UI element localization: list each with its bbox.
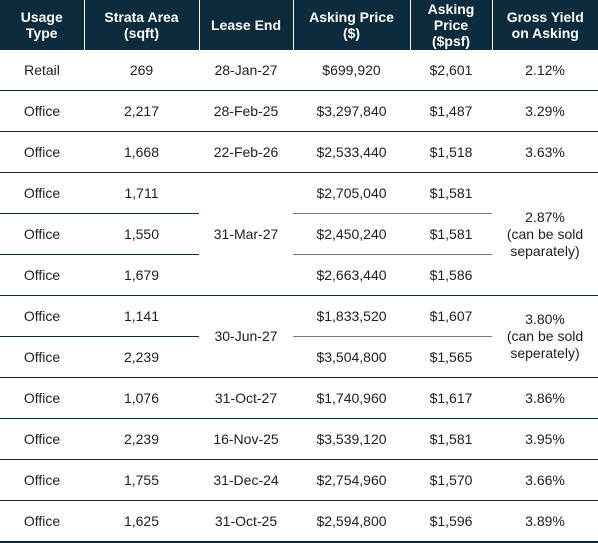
lease-end-cell: 31-Oct-27 [199, 377, 293, 419]
strata-area-cell: 1,668 [84, 131, 199, 173]
asking-psf-cell: $1,607 [410, 295, 492, 337]
lease-end-cell: 22-Feb-26 [199, 131, 293, 173]
header-asking-price-psf: Asking Price ($psf) [410, 0, 493, 50]
asking-psf-cell: $1,581 [410, 213, 492, 255]
asking-price-cell: $699,920 [293, 50, 410, 91]
usage-type-cell: Office [0, 500, 84, 543]
strata-area-cell: 1,550 [84, 213, 199, 255]
table-row: Office 1,625 31-Oct-25 $2,594,800 $1,596… [0, 500, 598, 543]
usage-type-cell: Office [0, 459, 84, 501]
asking-price-cell: $2,705,040 [293, 172, 410, 214]
strata-area-cell: 2,239 [84, 336, 199, 378]
strata-area-cell: 2,217 [84, 90, 199, 132]
gross-yield-cell: 3.86% [492, 377, 598, 419]
asking-psf-cell: $1,581 [410, 172, 492, 214]
usage-type-cell: Office [0, 131, 84, 173]
strata-area-cell: 2,239 [84, 418, 199, 460]
gross-yield-cell: 2.87% (can be sold separately) [492, 172, 598, 296]
table-body: Retail 269 28-Jan-27 $699,920 $2,601 2.1… [0, 50, 598, 543]
lease-end-cell: 28-Feb-25 [199, 90, 293, 132]
table-row: Office 1,711 31-Mar-27 $2,705,040 $1,581… [0, 172, 598, 296]
asking-price-cell: $3,504,800 [293, 336, 410, 378]
table-row: Office 1,141 30-Jun-27 $1,833,520 $1,607… [0, 295, 598, 378]
asking-psf-cell: $1,581 [410, 418, 492, 460]
header-strata-area: Strata Area (sqft) [84, 0, 200, 50]
table-row: Office 1,668 22-Feb-26 $2,533,440 $1,518… [0, 131, 598, 173]
strata-area-cell: 1,141 [84, 295, 199, 337]
asking-price-cell: $2,663,440 [293, 254, 410, 296]
asking-psf-cell: $1,586 [410, 254, 492, 296]
gross-yield-cell: 3.63% [492, 131, 598, 173]
usage-type-cell: Office [0, 295, 84, 337]
table-row: Office 2,217 28-Feb-25 $3,297,840 $1,487… [0, 90, 598, 132]
usage-type-cell: Office [0, 172, 84, 214]
header-row: Usage Type Strata Area (sqft) Lease End As… [0, 0, 598, 50]
header-usage-type: Usage Type [0, 0, 85, 50]
lease-end-cell: 31-Mar-27 [199, 172, 293, 296]
gross-yield-cell: 3.95% [492, 418, 598, 460]
asking-price-cell: $2,594,800 [293, 500, 410, 543]
table-header: Usage Type Strata Area (sqft) Lease End As… [0, 0, 598, 50]
asking-price-cell: $2,754,960 [293, 459, 410, 501]
asking-psf-cell: $1,596 [410, 500, 492, 543]
table-row: Office 2,239 16-Nov-25 $3,539,120 $1,581… [0, 418, 598, 460]
gross-yield-cell: 3.29% [492, 90, 598, 132]
table-row: Retail 269 28-Jan-27 $699,920 $2,601 2.1… [0, 50, 598, 91]
usage-type-cell: Office [0, 418, 84, 460]
strata-area-cell: 1,625 [84, 500, 199, 543]
asking-psf-cell: $1,617 [410, 377, 492, 419]
table-row: Office 1,076 31-Oct-27 $1,740,960 $1,617… [0, 377, 598, 419]
table-row: Office 1,679 $2,663,440 $1,586 [0, 254, 598, 296]
strata-area-cell: 1,711 [84, 172, 199, 214]
strata-area-cell: 1,076 [84, 377, 199, 419]
asking-price-cell: $1,833,520 [293, 295, 410, 337]
usage-type-cell: Office [0, 377, 84, 419]
lease-end-cell: 31-Dec-24 [199, 459, 293, 501]
asking-price-cell: $3,539,120 [293, 418, 410, 460]
gross-yield-cell: 2.12% [492, 50, 598, 91]
usage-type-cell: Office [0, 336, 84, 378]
asking-psf-cell: $1,487 [410, 90, 492, 132]
strata-area-cell: 1,679 [84, 254, 199, 296]
lease-end-cell: 16-Nov-25 [199, 418, 293, 460]
table-row: Office 2,239 $3,504,800 $1,565 [0, 336, 598, 378]
usage-type-cell: Office [0, 213, 84, 255]
asking-psf-cell: $1,565 [410, 336, 492, 378]
strata-area-cell: 269 [84, 50, 199, 91]
gross-yield-cell: 3.89% [492, 500, 598, 543]
gross-yield-cell: 3.80% (can be sold seperately) [492, 295, 598, 378]
strata-area-cell: 1,755 [84, 459, 199, 501]
header-lease-end: Lease End [199, 0, 294, 50]
usage-type-cell: Office [0, 90, 84, 132]
usage-type-cell: Retail [0, 50, 84, 91]
usage-type-cell: Office [0, 254, 84, 296]
asking-psf-cell: $2,601 [410, 50, 492, 91]
asking-price-cell: $2,450,240 [293, 213, 410, 255]
asking-psf-cell: $1,518 [410, 131, 492, 173]
table-row: Office 1,550 $2,450,240 $1,581 [0, 213, 598, 255]
asking-price-cell: $2,533,440 [293, 131, 410, 173]
lease-end-cell: 31-Oct-25 [199, 500, 293, 543]
table-row: Office 1,755 31-Dec-24 $2,754,960 $1,570… [0, 459, 598, 501]
header-gross-yield: Gross Yield on Asking [492, 0, 598, 50]
asking-price-cell: $1,740,960 [293, 377, 410, 419]
gross-yield-cell: 3.66% [492, 459, 598, 501]
asking-psf-cell: $1,570 [410, 459, 492, 501]
lease-end-cell: 30-Jun-27 [199, 295, 293, 378]
asking-price-cell: $3,297,840 [293, 90, 410, 132]
header-asking-price: Asking Price ($) [293, 0, 411, 50]
lease-end-cell: 28-Jan-27 [199, 50, 293, 91]
